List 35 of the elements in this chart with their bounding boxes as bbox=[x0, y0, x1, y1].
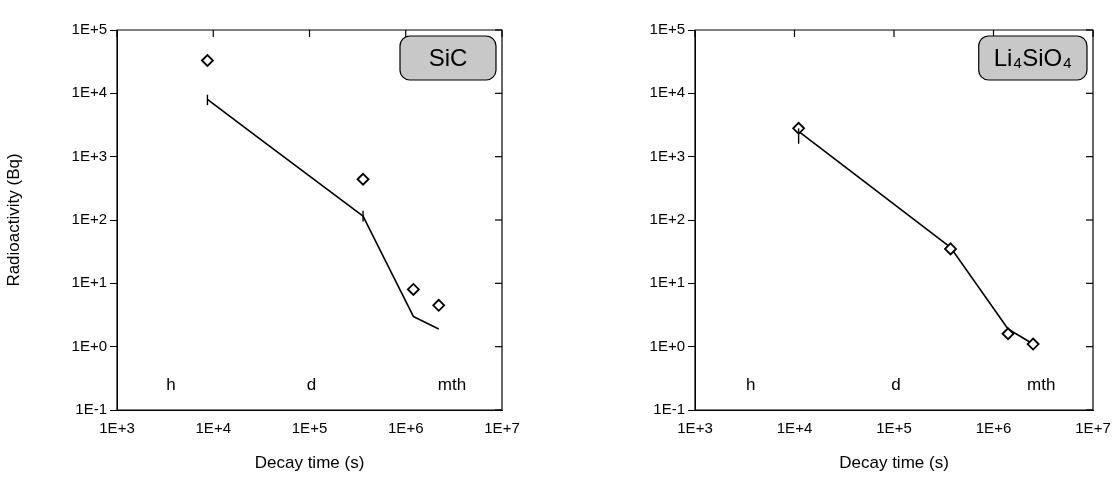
annotation: mth bbox=[1027, 374, 1056, 394]
y-tick-label: 1E+2 bbox=[649, 210, 685, 228]
annotation: mth bbox=[437, 374, 467, 394]
x-axis-title: Decay time (s) bbox=[839, 453, 949, 473]
y-tick-label: 1E+0 bbox=[71, 336, 107, 354]
x-tick-label: 1E+3 bbox=[677, 419, 713, 437]
text: Li₄SiO₄ bbox=[993, 43, 1072, 71]
y-tick-label: 1E+3 bbox=[649, 146, 685, 164]
y-tick-label: 1E+4 bbox=[71, 83, 107, 101]
y-tick-label: 1E-1 bbox=[653, 400, 685, 418]
y-tick-label: 1E+4 bbox=[649, 83, 685, 101]
annotation: d bbox=[306, 374, 317, 394]
y-tick-label: 1E+0 bbox=[649, 336, 685, 354]
x-tick-label: 1E+5 bbox=[291, 419, 328, 437]
text: SiC bbox=[428, 43, 468, 71]
y-tick-label: 1E-1 bbox=[75, 400, 107, 418]
y-tick-label: 1E+5 bbox=[649, 20, 685, 38]
x-axis-title: Decay time (s) bbox=[254, 453, 365, 473]
annotation: d bbox=[891, 374, 901, 394]
x-tick-label: 1E+4 bbox=[195, 419, 231, 437]
x-tick-label: 1E+3 bbox=[99, 419, 135, 437]
x-tick-label: 1E+7 bbox=[1075, 419, 1111, 437]
x-tick-label: 1E+6 bbox=[388, 419, 424, 437]
annotation: h bbox=[166, 374, 176, 394]
x-tick-label: 1E+4 bbox=[776, 419, 813, 437]
annotation: h bbox=[745, 374, 756, 394]
x-tick-label: 1E+6 bbox=[975, 419, 1012, 437]
x-tick-label: 1E+5 bbox=[876, 419, 912, 437]
y-tick-label: 1E+1 bbox=[71, 273, 107, 291]
y-axis-title: Radioactivity (Bq) bbox=[3, 153, 23, 287]
y-tick-label: 1E+5 bbox=[71, 20, 107, 38]
y-tick-label: 1E+3 bbox=[71, 146, 107, 164]
y-tick-label: 1E+2 bbox=[71, 210, 107, 228]
y-tick-label: 1E+1 bbox=[649, 273, 685, 291]
x-tick-label: 1E+7 bbox=[484, 419, 520, 437]
